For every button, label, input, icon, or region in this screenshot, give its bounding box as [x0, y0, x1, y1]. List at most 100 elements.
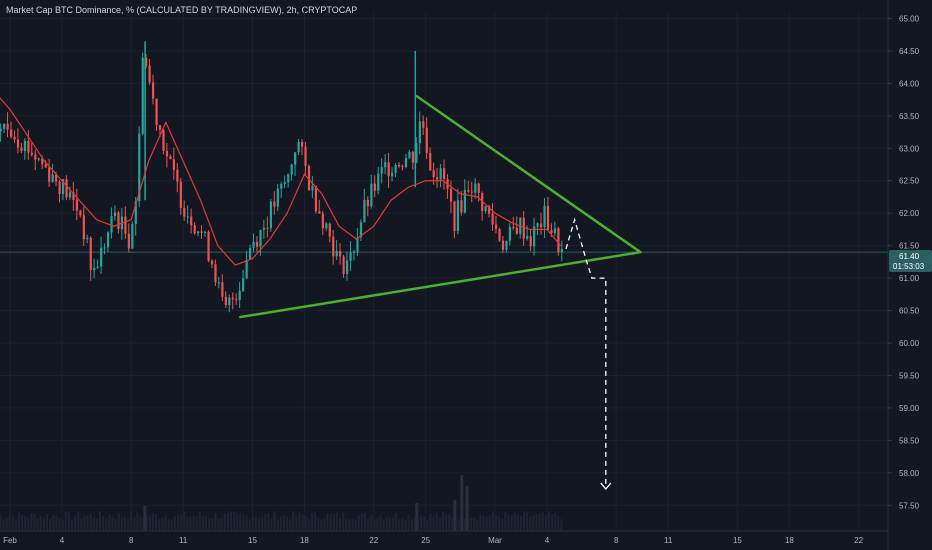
volume-bar	[114, 518, 117, 531]
candle-body	[533, 226, 536, 247]
candle-body	[145, 57, 148, 66]
drawings[interactable]	[239, 95, 642, 491]
candle-body	[290, 164, 293, 175]
volume-bar	[282, 514, 285, 531]
volume-bar	[201, 516, 204, 531]
volume-bar	[357, 515, 360, 531]
candle-body	[23, 140, 27, 152]
volume-bar	[348, 519, 351, 531]
volume-bar	[479, 514, 482, 531]
price-tick-label: 57.50	[899, 501, 920, 510]
volume-bar	[195, 516, 198, 531]
candle-body	[221, 282, 224, 297]
price-tick-label: 58.50	[899, 436, 920, 445]
volume-bar	[267, 513, 270, 531]
volume-bar	[385, 516, 388, 531]
candle-body	[75, 199, 79, 211]
candle-body	[117, 212, 120, 230]
price-tag: 61.40 01:53:03	[889, 250, 932, 272]
candle-body	[311, 185, 314, 191]
volume-bar	[205, 516, 208, 531]
volume-bar	[223, 513, 226, 531]
volume-bar	[476, 519, 479, 531]
volume-bar	[326, 513, 329, 531]
volume-bar	[547, 511, 550, 531]
volume-bar	[423, 516, 426, 531]
price-axis[interactable]: 65.00 64.50 64.00 63.50 63.00 62.50 62.00 61.50…	[888, 14, 920, 510]
candle-body	[380, 167, 383, 174]
time-tick-label: 18	[300, 536, 309, 545]
price-tick-label: 63.00	[899, 144, 920, 153]
candle-body	[467, 190, 470, 192]
volume-bar	[164, 516, 167, 531]
candle-body	[512, 227, 515, 229]
volume-bar	[395, 513, 398, 531]
candle-body	[370, 183, 373, 207]
volume-bar	[332, 514, 335, 531]
candle-body	[522, 217, 525, 239]
volume-bar	[236, 512, 239, 531]
volume-bar	[270, 517, 273, 531]
volume-bar	[148, 516, 151, 531]
candle-body	[190, 216, 193, 226]
candle-body	[242, 278, 245, 291]
candle-body	[113, 212, 117, 217]
volume-bar	[370, 515, 373, 531]
volume-bar	[214, 513, 217, 531]
volume-bar	[329, 513, 332, 531]
volume-bar	[133, 517, 136, 531]
candle-body	[314, 185, 318, 212]
candle-body	[418, 121, 421, 144]
candle-body	[491, 213, 494, 225]
candle-body	[203, 231, 207, 233]
volume-bar	[254, 516, 257, 531]
volume-bar	[99, 511, 102, 531]
candle-body	[550, 230, 553, 233]
candle-body	[273, 201, 276, 207]
volume-bar	[473, 517, 476, 531]
candle-body	[183, 207, 186, 217]
price-tick-label: 65.00	[899, 14, 920, 23]
price-tag-bg	[889, 250, 932, 272]
candle-body	[65, 179, 68, 198]
projection-arrowhead	[600, 482, 612, 491]
candle-body	[0, 128, 2, 132]
candle-body	[37, 158, 40, 160]
candle-body	[515, 227, 518, 234]
volume-bar	[379, 515, 382, 531]
volume-bar	[74, 516, 77, 531]
volume-bar	[557, 516, 560, 531]
volume-bar	[46, 514, 49, 531]
candle-body	[425, 127, 428, 154]
candle-body	[141, 57, 144, 134]
volume-bar	[404, 519, 407, 531]
time-axis[interactable]: Feb 4 8 11 15 18 22 25 Mar 4 8 11 15 18 22	[3, 536, 864, 545]
candle-body	[494, 224, 498, 230]
volume-bar	[453, 500, 457, 531]
candle-body	[110, 216, 113, 233]
candle-body	[235, 299, 238, 301]
candle-body	[51, 174, 54, 182]
candle-body	[287, 174, 290, 183]
price-tick-label: 62.50	[899, 177, 920, 186]
candle-body	[300, 141, 304, 147]
candle-body	[255, 241, 259, 247]
candle-body	[238, 290, 241, 301]
volume-bar	[354, 519, 357, 531]
candle-body	[463, 190, 466, 213]
volume-bar	[382, 519, 385, 531]
volume-bar	[173, 516, 176, 531]
candle-body	[346, 260, 349, 274]
volume-bar	[273, 511, 276, 531]
volume-bar	[445, 513, 448, 531]
volume-bar	[155, 514, 158, 531]
candle-body	[55, 174, 58, 182]
volume-bar	[392, 517, 395, 531]
candle-body	[48, 167, 51, 182]
candle-body	[207, 231, 210, 261]
volume-bar	[360, 512, 363, 531]
candle-body	[13, 136, 16, 140]
time-tick-label: 11	[664, 536, 673, 545]
candle-body	[89, 237, 92, 271]
